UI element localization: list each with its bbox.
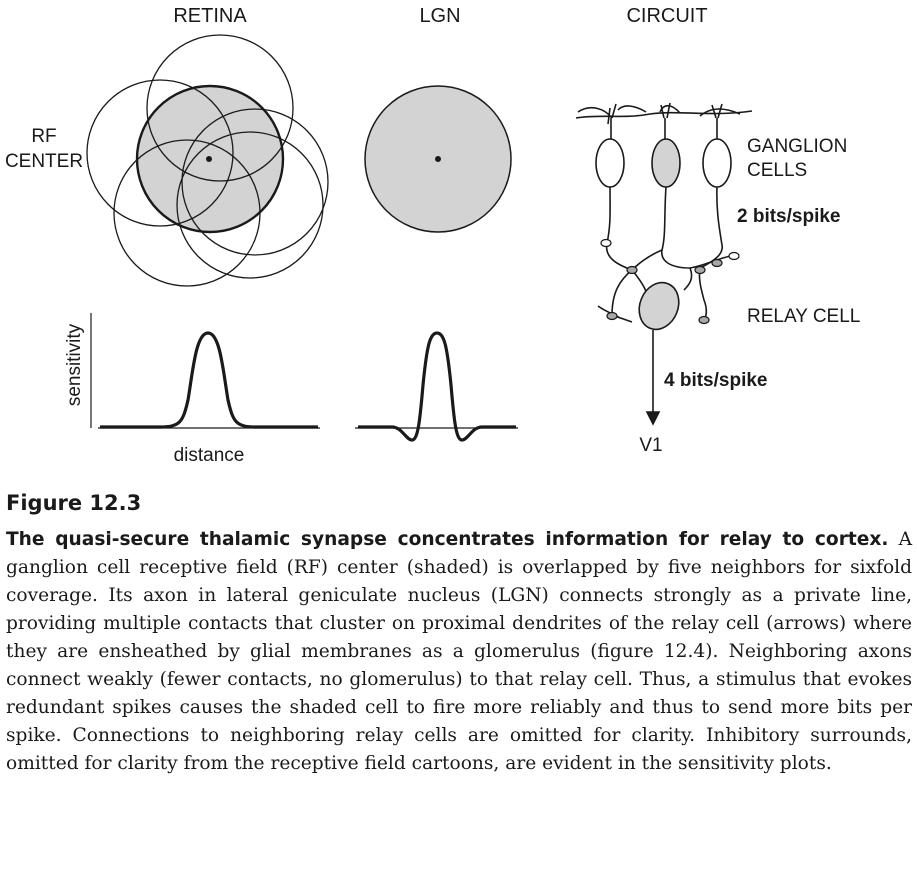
lgn-receptive-field [364, 85, 512, 233]
ganglion-cell-left [595, 138, 625, 188]
panel-title-retina: RETINA [173, 5, 247, 27]
lgn-sensitivity-curve [358, 331, 516, 442]
circuit-diagram [575, 102, 753, 426]
figure-caption: The quasi-secure thalamic synapse concen… [6, 526, 912, 778]
ganglion-label-line2: CELLS [747, 160, 807, 181]
retina-sensitivity-curve [100, 331, 318, 429]
rf-label-line2: CENTER [5, 151, 83, 172]
figure-illustration: RETINA LGN CIRCUIT RF CENTER sensitivity… [5, 5, 860, 466]
v1-label: V1 [639, 435, 662, 456]
figure-label: Figure 12.3 [6, 491, 142, 515]
rf-label-line1: RF [31, 126, 56, 147]
rf-neighbor-right [181, 108, 329, 256]
retina-receptive-fields [86, 34, 329, 287]
lgn-center-dot [435, 156, 441, 162]
panel-title-lgn: LGN [419, 5, 460, 27]
rf-neighbor-left [86, 79, 234, 227]
caption-title: The quasi-secure thalamic synapse concen… [6, 529, 889, 550]
rf-neighbor-bottom-left [113, 139, 261, 287]
ganglion-cell-center [651, 138, 681, 188]
y-axis-label: sensitivity [64, 323, 85, 406]
relay-cell-body [638, 281, 680, 331]
rf-neighbor-bottom-right [176, 131, 324, 279]
relay-cell-label: RELAY CELL [747, 306, 860, 327]
rf-center-dot [206, 156, 212, 162]
panel-title-circuit: CIRCUIT [626, 5, 707, 27]
x-axis-label: distance [174, 445, 245, 466]
rf-neighbor-top [146, 34, 294, 182]
caption-text: A ganglion cell receptive field (RF) cen… [6, 529, 912, 774]
relay-axon-arrowhead [645, 411, 661, 426]
relay-bits-label: 4 bits/spike [664, 370, 768, 391]
ganglion-cell-right [702, 138, 732, 188]
ganglion-label-line1: GANGLION [747, 136, 847, 157]
ganglion-bits-label: 2 bits/spike [737, 206, 841, 227]
